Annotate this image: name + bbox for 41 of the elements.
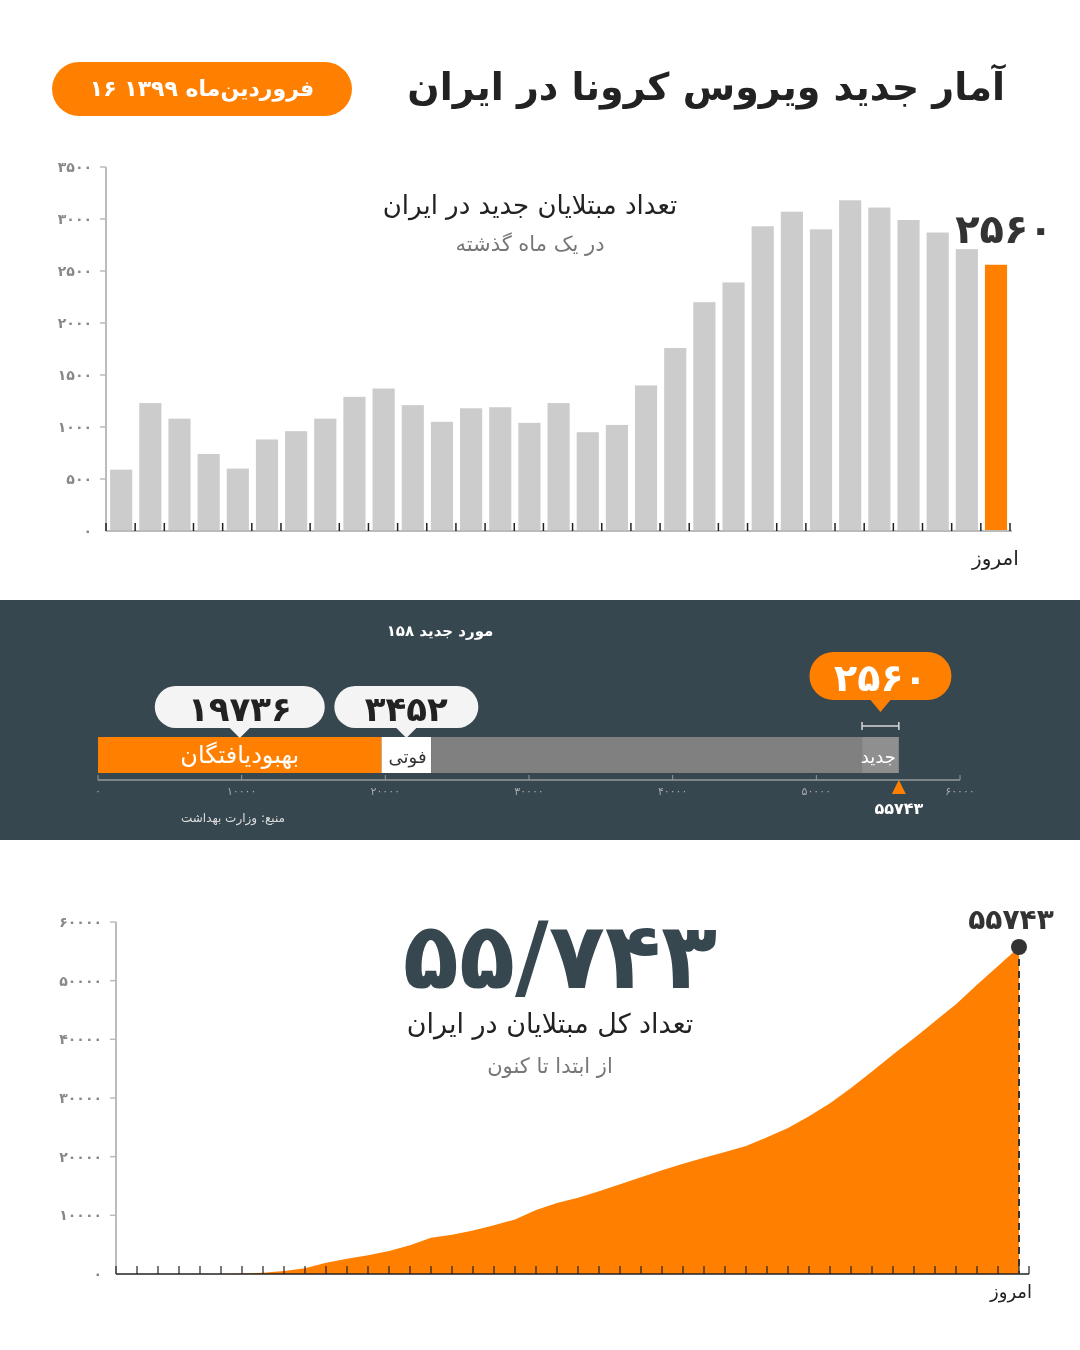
y-tick-label: ۵۰۰۰۰ <box>59 972 102 989</box>
annotation: تعداد مبتلایان جدید در ایران <box>382 190 678 221</box>
y-tick-label: ۱۰۰۰ <box>57 419 92 435</box>
y-tick-label: ۲۰۰۰ <box>57 315 92 331</box>
y-tick-label: ۱۵۰۰ <box>57 367 92 383</box>
data-label: ۳۴۵۲ <box>364 689 449 729</box>
y-tick-label: ۲۰۰۰۰ <box>59 1148 102 1165</box>
data-label: ۲۵۶۰ <box>834 656 927 700</box>
text: ۵۵۷۴۳ <box>874 799 924 818</box>
series-label: فوتی <box>388 746 427 768</box>
x-tick-label: امروز <box>971 546 1019 570</box>
y-tick-label: ۶۰۰۰۰ <box>59 914 102 930</box>
x-tick-label: ۲۰۰۰۰ <box>370 785 401 798</box>
text: منبع: وزارت بهداشت <box>180 811 286 826</box>
x-tick-label: ۳۰۰۰۰ <box>514 785 544 798</box>
text: از ابتدا تا کنون <box>487 1054 613 1078</box>
y-tick-label: ۱۰۰۰۰ <box>59 1207 102 1224</box>
x-tick-label: ۴۰۰۰۰ <box>657 785 688 798</box>
y-tick-label: ۵۰۰ <box>66 471 92 487</box>
data-label: ۱۹۷۳۶ <box>187 689 292 729</box>
text: تعداد کل مبتلایان در ایران <box>406 1008 694 1040</box>
y-tick-label: ۴۰۰۰۰ <box>59 1031 102 1048</box>
data-label: ۵۵۷۴۳ <box>968 902 1054 936</box>
text: ۱۵۸ مورد جدید <box>386 622 494 640</box>
y-tick-label: ۰ <box>93 1266 102 1282</box>
x-tick-label: ۱۰۰۰۰ <box>226 785 257 798</box>
y-tick-label: ۳۰۰۰۰ <box>59 1090 102 1106</box>
chart-title: آمار جدید ویروس کرونا در ایران <box>407 63 1006 110</box>
y-tick-label: ۰ <box>83 523 92 539</box>
y-tick-label: ۳۵۰۰ <box>57 159 92 175</box>
series-label: جدید <box>860 746 896 767</box>
chart-subtitle: ۱۶ فروردین‌ماه ۱۳۹۹ <box>89 76 315 102</box>
x-tick-label: امروز <box>989 1281 1032 1303</box>
x-tick-label: ۶۰۰۰۰ <box>945 785 975 798</box>
data-label: ۲۵۶۰ <box>955 205 1053 252</box>
annotation: در یک ماه گذشته <box>455 232 605 256</box>
annotation: ۵۵/۷۴۳ <box>402 903 718 1010</box>
y-tick-label: ۲۵۰۰ <box>57 263 92 279</box>
x-tick-label: ۵۰۰۰۰ <box>801 785 832 798</box>
series-label: بهبودیافتگان <box>180 741 300 769</box>
y-tick-label: ۳۰۰۰ <box>57 211 92 227</box>
